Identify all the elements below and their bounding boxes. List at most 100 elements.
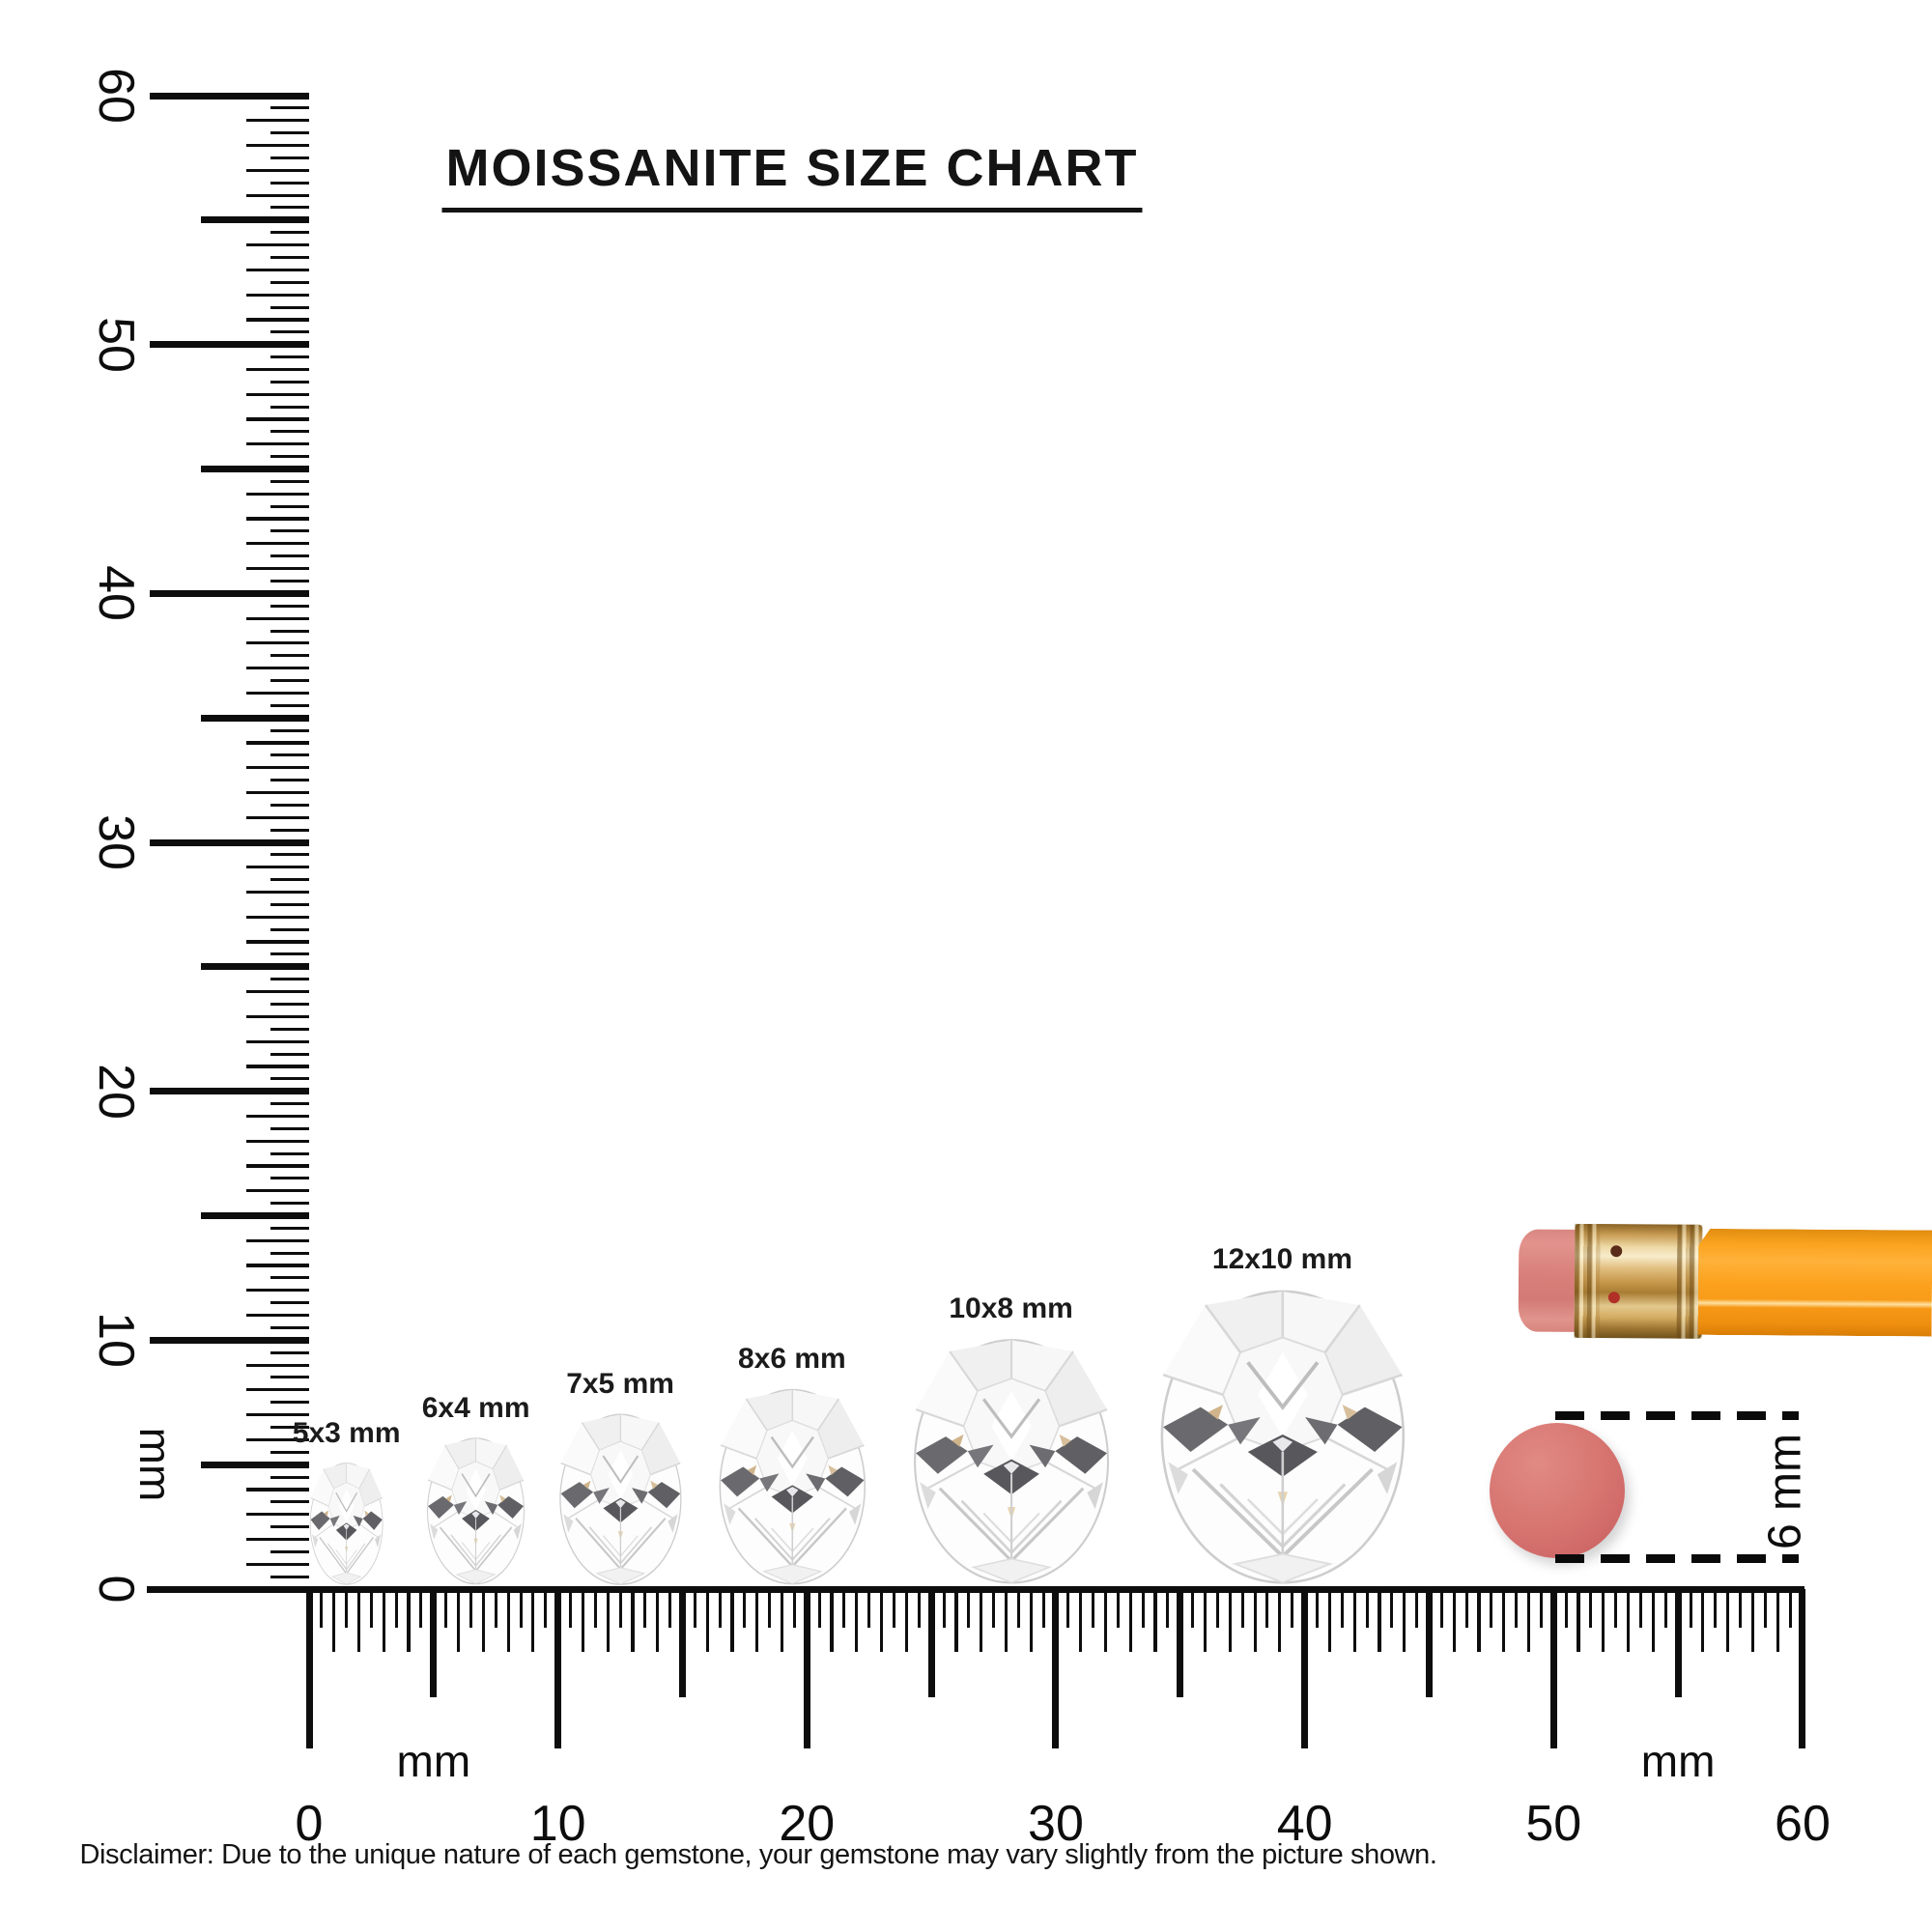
- vertical-ruler-tick: [270, 1226, 309, 1230]
- horizontal-ruler-tick: [394, 1589, 398, 1628]
- horizontal-ruler-tick: [1490, 1589, 1493, 1628]
- horizontal-ruler-tick: [606, 1589, 610, 1652]
- horizontal-ruler-tick: [618, 1589, 622, 1628]
- vertical-ruler-tick: [246, 1513, 309, 1517]
- horizontal-ruler-tick: [656, 1589, 660, 1652]
- horizontal-ruler-tick: [1464, 1589, 1468, 1628]
- horizontal-ruler-tick: [1278, 1589, 1282, 1652]
- vertical-ruler-number: 60: [88, 68, 144, 124]
- gem-8x6: 8x6 mm: [718, 1343, 867, 1586]
- gem-6x4: 6x4 mm: [422, 1392, 530, 1586]
- horizontal-ruler-tick: [803, 1589, 810, 1748]
- horizontal-ruler-number: 20: [779, 1796, 836, 1852]
- dashed-measure-line-bottom: [1555, 1554, 1799, 1563]
- vertical-ruler-tick: [270, 181, 309, 185]
- horizontal-ruler-tick: [904, 1589, 908, 1652]
- horizontal-ruler-tick: [1103, 1589, 1108, 1652]
- gem-illustration: [558, 1412, 682, 1585]
- vertical-ruler-tick: [246, 193, 309, 197]
- horizontal-ruler-tick: [1799, 1589, 1806, 1748]
- vertical-ruler-tick: [246, 492, 309, 496]
- horizontal-ruler-tick: [705, 1589, 709, 1652]
- gem-10x8: 10x8 mm: [912, 1293, 1111, 1586]
- horizontal-ruler-tick: [1029, 1589, 1033, 1652]
- vertical-ruler-tick: [270, 504, 309, 508]
- vertical-ruler-tick: [270, 1251, 309, 1255]
- page-title: MOISSANITE SIZE CHART: [441, 138, 1143, 213]
- horizontal-ruler-tick: [519, 1589, 523, 1628]
- horizontal-ruler-tick: [730, 1589, 734, 1652]
- vertical-ruler-tick: [246, 367, 309, 372]
- vertical-ruler-tick: [270, 604, 309, 608]
- vertical-ruler-tick: [246, 1238, 309, 1242]
- horizontal-ruler-tick: [356, 1589, 361, 1652]
- vertical-ruler-tick: [270, 1475, 309, 1479]
- horizontal-ruler-tick: [927, 1589, 935, 1697]
- vertical-ruler-tick: [270, 430, 309, 434]
- horizontal-ruler-tick: [1016, 1589, 1020, 1628]
- vertical-ruler-number: 50: [88, 316, 144, 373]
- horizontal-ruler-tick: [678, 1589, 686, 1697]
- horizontal-ruler-tick: [1701, 1589, 1705, 1652]
- horizontal-ruler-tick: [954, 1589, 958, 1652]
- vertical-ruler-tick: [201, 963, 309, 971]
- vertical-ruler-tick: [246, 1562, 309, 1566]
- vertical-ruler-number: 30: [88, 814, 144, 870]
- vertical-ruler-tick: [246, 1264, 309, 1267]
- vertical-ruler-tick: [270, 106, 309, 110]
- vertical-ruler-tick: [270, 803, 309, 807]
- vertical-ruler-tick: [246, 691, 309, 695]
- horizontal-ruler-tick: [1141, 1589, 1145, 1628]
- gem-size-label: 10x8 mm: [949, 1293, 1073, 1325]
- vertical-ruler-tick: [246, 866, 309, 869]
- horizontal-ruler-number: 60: [1775, 1796, 1831, 1852]
- horizontal-ruler-unit-label-right: mm: [1640, 1736, 1716, 1786]
- horizontal-ruler-number: 10: [529, 1796, 586, 1852]
- horizontal-ruler-tick: [1763, 1589, 1767, 1628]
- horizontal-ruler-tick: [1240, 1589, 1244, 1628]
- disclaimer-text: Disclaimer: Due to the unique nature of …: [79, 1839, 1437, 1870]
- horizontal-ruler-tick: [1663, 1589, 1667, 1628]
- gem-size-label: 12x10 mm: [1211, 1242, 1352, 1275]
- horizontal-ruler-tick: [1689, 1589, 1692, 1628]
- vertical-ruler-tick: [150, 1336, 309, 1344]
- horizontal-ruler-tick: [1589, 1589, 1593, 1628]
- vertical-ruler-tick: [246, 741, 309, 745]
- vertical-ruler-tick: [246, 442, 309, 446]
- horizontal-ruler-tick: [481, 1589, 485, 1652]
- vertical-ruler-tick: [270, 405, 309, 409]
- vertical-ruler-tick: [270, 828, 309, 832]
- pencil-body: [1698, 1229, 1932, 1337]
- horizontal-ruler-number: 30: [1028, 1796, 1084, 1852]
- horizontal-ruler-tick: [1549, 1589, 1557, 1748]
- vertical-ruler-tick: [246, 1488, 309, 1492]
- horizontal-ruler-tick: [1750, 1589, 1754, 1652]
- pencil: [1518, 1223, 1932, 1341]
- vertical-ruler-tick: [246, 1014, 309, 1018]
- ferrule-crimp-left: [1574, 1223, 1601, 1339]
- horizontal-ruler-tick: [554, 1589, 562, 1748]
- horizontal-ruler-tick: [345, 1589, 349, 1628]
- horizontal-ruler-tick: [593, 1589, 597, 1628]
- horizontal-ruler-tick: [1316, 1589, 1320, 1628]
- vertical-ruler-tick: [246, 1065, 309, 1068]
- horizontal-ruler-tick: [1365, 1589, 1369, 1628]
- gem-illustration: [426, 1437, 526, 1586]
- vertical-ruler-tick: [246, 268, 309, 271]
- horizontal-ruler-tick: [917, 1589, 921, 1628]
- vertical-ruler-tick: [270, 1450, 309, 1454]
- horizontal-ruler-tick: [1602, 1589, 1605, 1652]
- vertical-ruler-tick: [270, 131, 309, 135]
- horizontal-ruler-tick: [668, 1589, 672, 1628]
- horizontal-ruler-tick: [1651, 1589, 1655, 1652]
- gem-size-label: 7x5 mm: [566, 1367, 674, 1400]
- horizontal-ruler-tick: [880, 1589, 884, 1652]
- vertical-ruler-tick: [270, 878, 309, 882]
- horizontal-ruler-tick: [817, 1589, 821, 1628]
- vertical-ruler-tick: [246, 566, 309, 571]
- vertical-ruler-tick: [270, 554, 309, 558]
- horizontal-ruler-tick: [1626, 1589, 1631, 1652]
- horizontal-ruler-tick: [1788, 1589, 1792, 1628]
- horizontal-ruler-tick: [494, 1589, 497, 1628]
- horizontal-ruler-tick: [1291, 1589, 1294, 1628]
